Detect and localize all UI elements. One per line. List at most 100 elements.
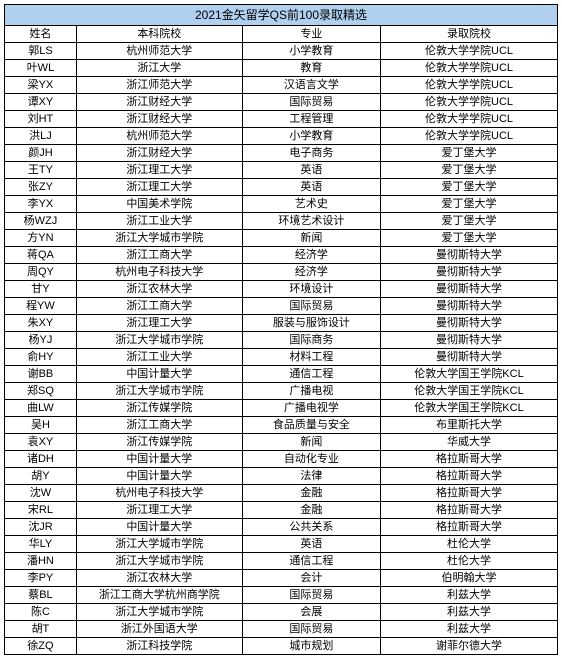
- table-cell: 中国计量大学: [76, 519, 242, 536]
- table-cell: 经济学: [242, 247, 380, 264]
- table-row: 甘Y浙江农林大学环境设计曼彻斯特大学: [5, 281, 558, 298]
- table-cell: 格拉斯哥大学: [381, 502, 558, 519]
- table-cell: 方YN: [5, 230, 77, 247]
- table-cell: 浙江师范大学: [76, 77, 242, 94]
- table-row: 方YN浙江大学城市学院新闻爱丁堡大学: [5, 230, 558, 247]
- table-cell: 谢BB: [5, 366, 77, 383]
- table-cell: 格拉斯哥大学: [381, 468, 558, 485]
- table-row: 张ZY浙江理工大学英语爱丁堡大学: [5, 179, 558, 196]
- table-cell: 服装与服饰设计: [242, 315, 380, 332]
- table-row: 谭XY浙江财经大学国际贸易伦敦大学学院UCL: [5, 94, 558, 111]
- table-cell: 潘HN: [5, 553, 77, 570]
- table-row: 叶WL浙江大学教育伦敦大学学院UCL: [5, 60, 558, 77]
- table-cell: 中国计量大学: [76, 451, 242, 468]
- table-row: 郭LS杭州师范大学小学教育伦敦大学学院UCL: [5, 43, 558, 60]
- table-cell: 浙江工业大学: [76, 213, 242, 230]
- table-title-row: 2021金矢留学QS前100录取精选: [5, 5, 558, 26]
- table-cell: 浙江理工大学: [76, 162, 242, 179]
- table-cell: 徐ZQ: [5, 638, 77, 655]
- table-cell: 城市规划: [242, 638, 380, 655]
- table-cell: 李YX: [5, 196, 77, 213]
- table-row: 沈W杭州电子科技大学金融格拉斯哥大学: [5, 485, 558, 502]
- table-cell: 国际贸易: [242, 298, 380, 315]
- table-cell: 英语: [242, 179, 380, 196]
- table-cell: 格拉斯哥大学: [381, 451, 558, 468]
- table-cell: 浙江大学城市学院: [76, 536, 242, 553]
- table-cell: 程YW: [5, 298, 77, 315]
- table-cell: 电子商务: [242, 145, 380, 162]
- table-row: 胡T浙江外国语大学国际贸易利兹大学: [5, 621, 558, 638]
- table-cell: 国际贸易: [242, 621, 380, 638]
- table-cell: 叶WL: [5, 60, 77, 77]
- table-row: 梁YX浙江师范大学汉语言文学伦敦大学学院UCL: [5, 77, 558, 94]
- table-cell: 胡Y: [5, 468, 77, 485]
- table-cell: 浙江农林大学: [76, 281, 242, 298]
- table-cell: 胡T: [5, 621, 77, 638]
- table-cell: 诸DH: [5, 451, 77, 468]
- table-cell: 会展: [242, 604, 380, 621]
- table-cell: 刘HT: [5, 111, 77, 128]
- table-title: 2021金矢留学QS前100录取精选: [5, 5, 558, 26]
- table-cell: 中国计量大学: [76, 468, 242, 485]
- table-cell: 华LY: [5, 536, 77, 553]
- table-row: 蒋QA浙江工商大学经济学曼彻斯特大学: [5, 247, 558, 264]
- table-cell: 爱丁堡大学: [381, 162, 558, 179]
- table-body: 郭LS杭州师范大学小学教育伦敦大学学院UCL叶WL浙江大学教育伦敦大学学院UCL…: [5, 43, 558, 655]
- table-cell: 广播电视: [242, 383, 380, 400]
- table-cell: 环境艺术设计: [242, 213, 380, 230]
- table-cell: 杜伦大学: [381, 553, 558, 570]
- table-cell: 中国计量大学: [76, 366, 242, 383]
- table-cell: 工程管理: [242, 111, 380, 128]
- table-cell: 杭州电子科技大学: [76, 485, 242, 502]
- table-cell: 利兹大学: [381, 621, 558, 638]
- table-cell: 李PY: [5, 570, 77, 587]
- table-row: 杨WZJ浙江工业大学环境艺术设计爱丁堡大学: [5, 213, 558, 230]
- table-cell: 浙江大学城市学院: [76, 604, 242, 621]
- table-row: 胡Y中国计量大学法律格拉斯哥大学: [5, 468, 558, 485]
- table-row: 周QY杭州电子科技大学经济学曼彻斯特大学: [5, 264, 558, 281]
- table-cell: 浙江工商大学杭州商学院: [76, 587, 242, 604]
- table-cell: 伯明翰大学: [381, 570, 558, 587]
- table-row: 颜JH浙江财经大学电子商务爱丁堡大学: [5, 145, 558, 162]
- table-cell: 新闻: [242, 434, 380, 451]
- table-cell: 中国美术学院: [76, 196, 242, 213]
- table-cell: 谢菲尔德大学: [381, 638, 558, 655]
- table-cell: 英语: [242, 162, 380, 179]
- table-cell: 新闻: [242, 230, 380, 247]
- table-cell: 周QY: [5, 264, 77, 281]
- table-row: 华LY浙江大学城市学院英语杜伦大学: [5, 536, 558, 553]
- table-cell: 伦敦大学学院UCL: [381, 111, 558, 128]
- table-cell: 经济学: [242, 264, 380, 281]
- table-row: 刘HT浙江财经大学工程管理伦敦大学学院UCL: [5, 111, 558, 128]
- table-row: 俞HY浙江工业大学材料工程曼彻斯特大学: [5, 349, 558, 366]
- table-cell: 爱丁堡大学: [381, 145, 558, 162]
- table-cell: 会计: [242, 570, 380, 587]
- table-cell: 浙江大学城市学院: [76, 332, 242, 349]
- table-cell: 法律: [242, 468, 380, 485]
- table-cell: 浙江传媒学院: [76, 400, 242, 417]
- table-cell: 伦敦大学国王学院KCL: [381, 400, 558, 417]
- table-cell: 浙江工商大学: [76, 247, 242, 264]
- table-cell: 曼彻斯特大学: [381, 247, 558, 264]
- table-cell: 利兹大学: [381, 604, 558, 621]
- table-cell: 伦敦大学学院UCL: [381, 128, 558, 145]
- table-row: 宋RL浙江理工大学金融格拉斯哥大学: [5, 502, 558, 519]
- table-cell: 爱丁堡大学: [381, 213, 558, 230]
- col-major: 专业: [242, 26, 380, 43]
- table-row: 蔡BL浙江工商大学杭州商学院国际贸易利兹大学: [5, 587, 558, 604]
- table-cell: 浙江科技学院: [76, 638, 242, 655]
- table-cell: 金融: [242, 485, 380, 502]
- table-cell: 格拉斯哥大学: [381, 485, 558, 502]
- table-cell: 张ZY: [5, 179, 77, 196]
- table-row: 李YX中国美术学院艺术史爱丁堡大学: [5, 196, 558, 213]
- table-cell: 浙江理工大学: [76, 179, 242, 196]
- table-cell: 伦敦大学学院UCL: [381, 94, 558, 111]
- table-row: 郑SQ浙江大学城市学院广播电视伦敦大学国王学院KCL: [5, 383, 558, 400]
- table-cell: 浙江财经大学: [76, 145, 242, 162]
- table-cell: 浙江大学: [76, 60, 242, 77]
- table-cell: 通信工程: [242, 553, 380, 570]
- table-cell: 曲LW: [5, 400, 77, 417]
- table-cell: 国际贸易: [242, 94, 380, 111]
- table-cell: 材料工程: [242, 349, 380, 366]
- table-cell: 浙江财经大学: [76, 94, 242, 111]
